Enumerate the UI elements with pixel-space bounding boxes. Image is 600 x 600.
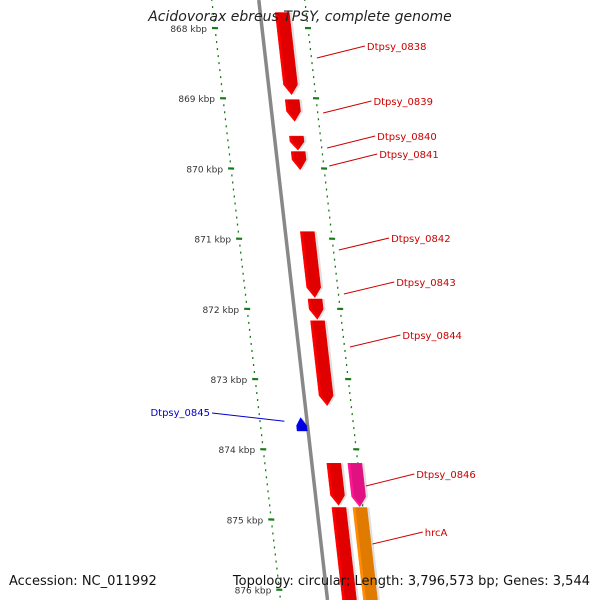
- label-leader: [365, 473, 415, 487]
- gene-label: Dtpsy_0846: [416, 470, 476, 481]
- tick-label: 874 kbp: [219, 446, 256, 456]
- label-leader: [316, 45, 366, 59]
- gene-label: Dtpsy_0842: [391, 234, 451, 245]
- gene-label: Dtpsy_0844: [402, 331, 462, 342]
- tick-label: 868 kbp: [170, 25, 207, 35]
- tick-label: 875 kbp: [227, 516, 264, 526]
- tick-label: 870 kbp: [186, 165, 223, 175]
- gene-shade: [310, 298, 326, 320]
- genome-backbone: [257, 0, 330, 600]
- gene-shade: [350, 463, 369, 507]
- gene-Dtpsy_0842: [300, 231, 321, 299]
- gene-Dtpsy_0838: [274, 12, 298, 96]
- gene-label: Dtpsy_0840: [377, 132, 437, 143]
- gene-shade: [287, 99, 304, 122]
- gene-shade: [334, 507, 360, 600]
- gene-hrcA: [352, 507, 378, 600]
- gene-label: Dtpsy_0843: [396, 278, 456, 289]
- gene-label: Dtpsy_0845: [150, 408, 210, 419]
- label-leader: [338, 237, 390, 251]
- gene-shade: [313, 320, 336, 406]
- gene-label: Dtpsy_0839: [373, 97, 433, 108]
- gene-label: Dtpsy_0838: [367, 42, 427, 53]
- label-leader: [323, 100, 372, 114]
- genome-summary-text: Topology: circular; Length: 3,796,573 bp…: [232, 574, 590, 589]
- gene-label: hrcA: [425, 528, 448, 539]
- map-title: Acidovorax ebreus TPSY, complete genome: [148, 9, 452, 25]
- label-leader: [372, 531, 423, 545]
- label-leader: [343, 281, 395, 295]
- tick-label: 869 kbp: [178, 95, 215, 105]
- gene-features: [274, 12, 381, 600]
- label-leader: [327, 135, 376, 149]
- label-leader: [211, 412, 285, 422]
- tick-label: 871 kbp: [194, 236, 231, 246]
- gene-shade: [298, 417, 309, 431]
- gene-Dtpsy_0846: [326, 462, 345, 506]
- gene-Dtpsy_0841: [290, 151, 307, 171]
- gene-shade: [291, 136, 307, 151]
- gene-Dtpsy_0840: [289, 135, 305, 151]
- label-leader: [349, 334, 401, 348]
- tick-label: 872 kbp: [202, 306, 239, 316]
- gene-Dtpsy_0843: [307, 298, 324, 320]
- gene-shade: [293, 151, 309, 170]
- gene-labels: Dtpsy_0838 Dtpsy_0839 Dtpsy_0840 Dtpsy_0841…: [150, 42, 476, 545]
- gene-shade: [277, 12, 301, 95]
- gene-shade: [329, 463, 348, 506]
- tick-label: 876 kbp: [235, 587, 272, 597]
- gene-feature: [347, 462, 366, 508]
- backbone-line: [257, 0, 330, 600]
- gene-Dtpsy_0839: [284, 99, 301, 122]
- gene-feature: [331, 507, 357, 600]
- accession-text: Accession: NC_011992: [9, 574, 157, 589]
- gene-Dtpsy_0845: [296, 417, 308, 432]
- label-leader: [329, 153, 378, 167]
- tick-label: 873 kbp: [211, 376, 248, 386]
- gene-shade: [355, 507, 381, 600]
- gene-label: Dtpsy_0841: [379, 150, 439, 161]
- gene-shade: [302, 231, 324, 298]
- gene-Dtpsy_0844: [310, 320, 334, 407]
